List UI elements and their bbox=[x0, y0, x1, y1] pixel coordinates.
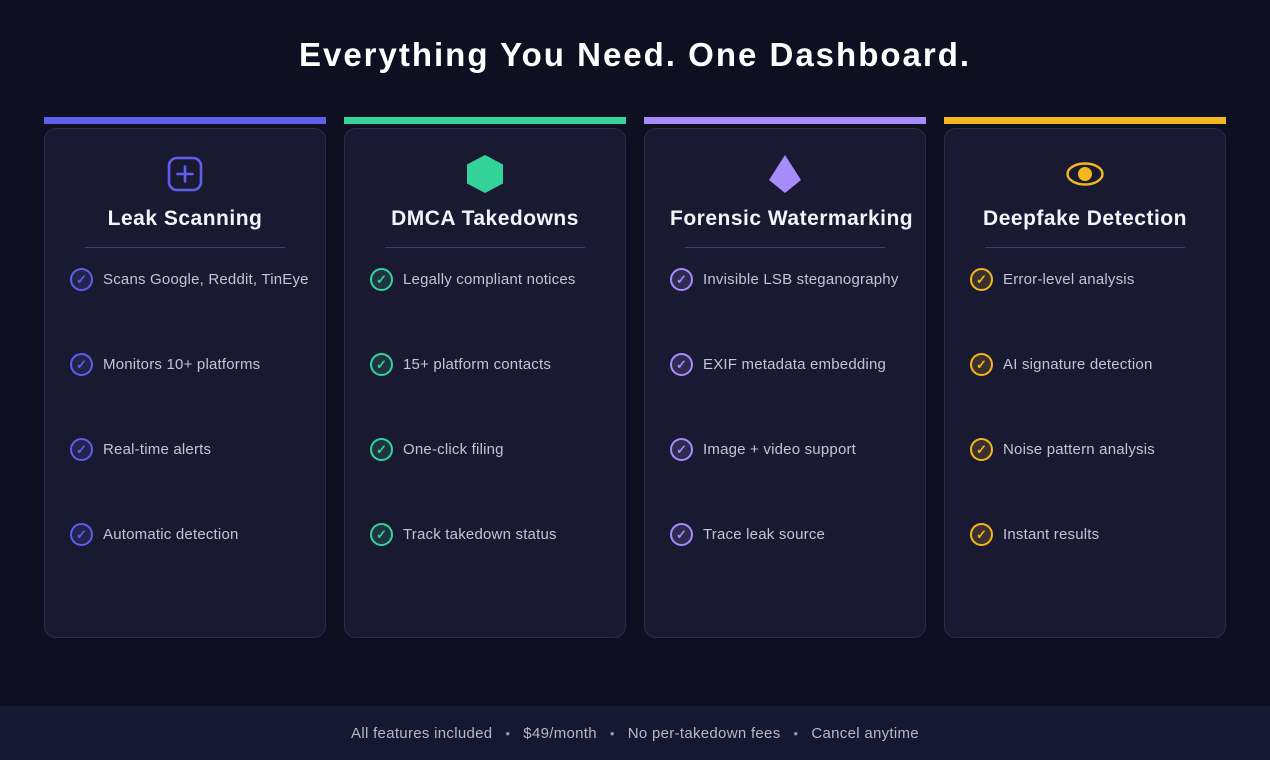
check-circle-icon: ✓ bbox=[670, 353, 693, 376]
feature-card-forensic-watermarking: Forensic Watermarking ✓ Invisible LSB ste… bbox=[644, 117, 926, 638]
features-section: Everything You Need. One Dashboard. Leak… bbox=[44, 36, 1226, 638]
feature-item: ✓ Legally compliant notices bbox=[370, 268, 600, 291]
hexagon-icon bbox=[370, 155, 600, 193]
check-circle-icon: ✓ bbox=[70, 523, 93, 546]
feature-item: ✓ Invisible LSB steganography bbox=[670, 268, 900, 291]
feature-item: ✓ Monitors 10+ platforms bbox=[70, 353, 300, 376]
feature-item: ✓ EXIF metadata embedding bbox=[670, 353, 900, 376]
feature-label: Noise pattern analysis bbox=[1003, 441, 1155, 458]
card-body: DMCA Takedowns ✓ Legally compliant notice… bbox=[344, 128, 626, 638]
card-accent-bar bbox=[644, 117, 926, 124]
check-circle-icon: ✓ bbox=[670, 523, 693, 546]
feature-label: Error-level analysis bbox=[1003, 271, 1135, 288]
feature-item: ✓ AI signature detection bbox=[970, 353, 1200, 376]
feature-label: One-click filing bbox=[403, 441, 504, 458]
feature-item: ✓ Track takedown status bbox=[370, 523, 600, 546]
footer-separator: • bbox=[793, 725, 799, 741]
feature-item: ✓ Scans Google, Reddit, TinEye bbox=[70, 268, 309, 291]
footer-separator: • bbox=[609, 725, 615, 741]
plus-square-icon bbox=[70, 155, 300, 193]
feature-label: Scans Google, Reddit, TinEye bbox=[103, 271, 309, 288]
feature-label: Monitors 10+ platforms bbox=[103, 356, 261, 373]
card-body: Forensic Watermarking ✓ Invisible LSB ste… bbox=[644, 128, 926, 638]
card-body: Deepfake Detection ✓ Error-level analysis… bbox=[944, 128, 1226, 638]
card-accent-bar bbox=[44, 117, 326, 124]
check-circle-icon: ✓ bbox=[670, 438, 693, 461]
feature-label: Automatic detection bbox=[103, 526, 239, 543]
feature-label: Legally compliant notices bbox=[403, 271, 576, 288]
card-accent-bar bbox=[344, 117, 626, 124]
feature-list: ✓ Error-level analysis ✓ AI signature detec… bbox=[970, 268, 1200, 546]
check-circle-icon: ✓ bbox=[670, 268, 693, 291]
check-circle-icon: ✓ bbox=[970, 353, 993, 376]
feature-label: EXIF metadata embedding bbox=[703, 356, 887, 373]
feature-list: ✓ Scans Google, Reddit, TinEye ✓ Monitors 1… bbox=[70, 268, 309, 546]
footer-content: All features included • $49/month • No per-t… bbox=[351, 725, 919, 742]
check-circle-icon: ✓ bbox=[370, 268, 393, 291]
feature-label: Instant results bbox=[1003, 526, 1100, 543]
eye-icon bbox=[970, 155, 1200, 193]
feature-item: ✓ Automatic detection bbox=[70, 523, 300, 546]
check-circle-icon: ✓ bbox=[970, 268, 993, 291]
feature-item: ✓ Image + video support bbox=[670, 438, 900, 461]
feature-item: ✓ Trace leak source bbox=[670, 523, 900, 546]
feature-label: Image + video support bbox=[703, 441, 857, 458]
card-title: Deepfake Detection bbox=[983, 207, 1187, 230]
check-circle-icon: ✓ bbox=[70, 438, 93, 461]
diamond-icon bbox=[670, 155, 900, 193]
feature-label: Trace leak source bbox=[703, 526, 826, 543]
card-divider bbox=[385, 247, 585, 248]
footer-item: $49/month bbox=[523, 724, 597, 742]
feature-label: 15+ platform contacts bbox=[403, 356, 552, 373]
footer-bar: All features included • $49/month • No per-t… bbox=[0, 706, 1270, 760]
check-circle-icon: ✓ bbox=[70, 353, 93, 376]
check-circle-icon: ✓ bbox=[370, 523, 393, 546]
feature-list: ✓ Invisible LSB steganography ✓ EXIF metada… bbox=[670, 268, 900, 546]
card-divider bbox=[685, 247, 885, 248]
card-accent-bar bbox=[944, 117, 1226, 124]
feature-item: ✓ Error-level analysis bbox=[970, 268, 1200, 291]
feature-item: ✓ 15+ platform contacts bbox=[370, 353, 600, 376]
check-circle-icon: ✓ bbox=[970, 523, 993, 546]
feature-item: ✓ Instant results bbox=[970, 523, 1200, 546]
card-body: Leak Scanning ✓ Scans Google, Reddit, Tin… bbox=[44, 128, 326, 638]
card-title: Forensic Watermarking bbox=[670, 207, 914, 230]
check-circle-icon: ✓ bbox=[370, 353, 393, 376]
card-divider bbox=[985, 247, 1185, 248]
feature-card-leak-scanning: Leak Scanning ✓ Scans Google, Reddit, Tin… bbox=[44, 117, 326, 638]
feature-label: Real-time alerts bbox=[103, 441, 212, 458]
feature-item: ✓ Real-time alerts bbox=[70, 438, 300, 461]
footer-separator: • bbox=[505, 725, 511, 741]
feature-list: ✓ Legally compliant notices ✓ 15+ platform … bbox=[370, 268, 600, 546]
footer-item: Cancel anytime bbox=[811, 724, 919, 742]
check-circle-icon: ✓ bbox=[370, 438, 393, 461]
feature-label: Invisible LSB steganography bbox=[703, 271, 899, 288]
card-title: Leak Scanning bbox=[107, 207, 263, 230]
feature-item: ✓ One-click filing bbox=[370, 438, 600, 461]
feature-label: Track takedown status bbox=[403, 526, 557, 543]
card-title: DMCA Takedowns bbox=[391, 207, 579, 230]
feature-item: ✓ Noise pattern analysis bbox=[970, 438, 1200, 461]
feature-cards-row: Leak Scanning ✓ Scans Google, Reddit, Tin… bbox=[44, 117, 1226, 638]
footer-item: No per-takedown fees bbox=[627, 724, 781, 742]
check-circle-icon: ✓ bbox=[970, 438, 993, 461]
card-divider bbox=[85, 247, 285, 248]
footer-item: All features included bbox=[351, 724, 493, 742]
feature-card-dmca-takedowns: DMCA Takedowns ✓ Legally compliant notice… bbox=[344, 117, 626, 638]
check-circle-icon: ✓ bbox=[70, 268, 93, 291]
section-title: Everything You Need. One Dashboard. bbox=[298, 36, 972, 73]
feature-card-deepfake-detection: Deepfake Detection ✓ Error-level analysis… bbox=[944, 117, 1226, 638]
feature-label: AI signature detection bbox=[1003, 356, 1153, 373]
